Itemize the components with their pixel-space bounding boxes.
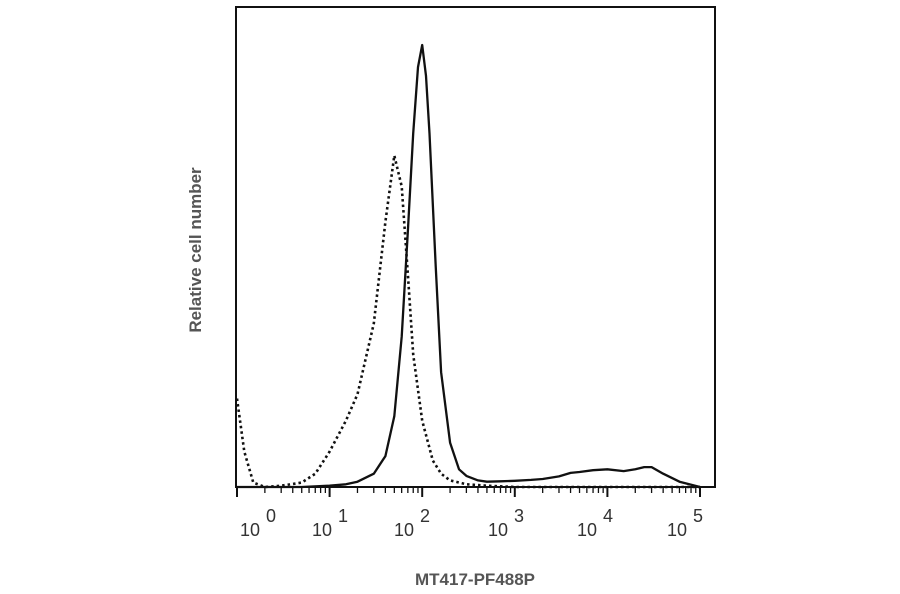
x-tick-label: 104 <box>577 506 613 540</box>
series-layer <box>235 43 701 489</box>
x-minor-ticks <box>236 487 701 497</box>
plot-frame <box>235 6 716 488</box>
x-axis-title: MT417-PF488P <box>415 570 535 589</box>
series-line-dotted <box>235 154 700 489</box>
series-line-solid <box>237 43 701 489</box>
x-tick-label: 105 <box>667 506 703 540</box>
x-tick-label: 101 <box>312 506 348 540</box>
x-tick-label: 100 <box>240 506 276 540</box>
y-axis-title: Relative cell number <box>186 167 205 333</box>
x-tick-label: 102 <box>394 506 430 540</box>
x-tick-label: 103 <box>488 506 524 540</box>
x-tick-labels: 100 101 102 103 104 105 <box>240 506 703 540</box>
